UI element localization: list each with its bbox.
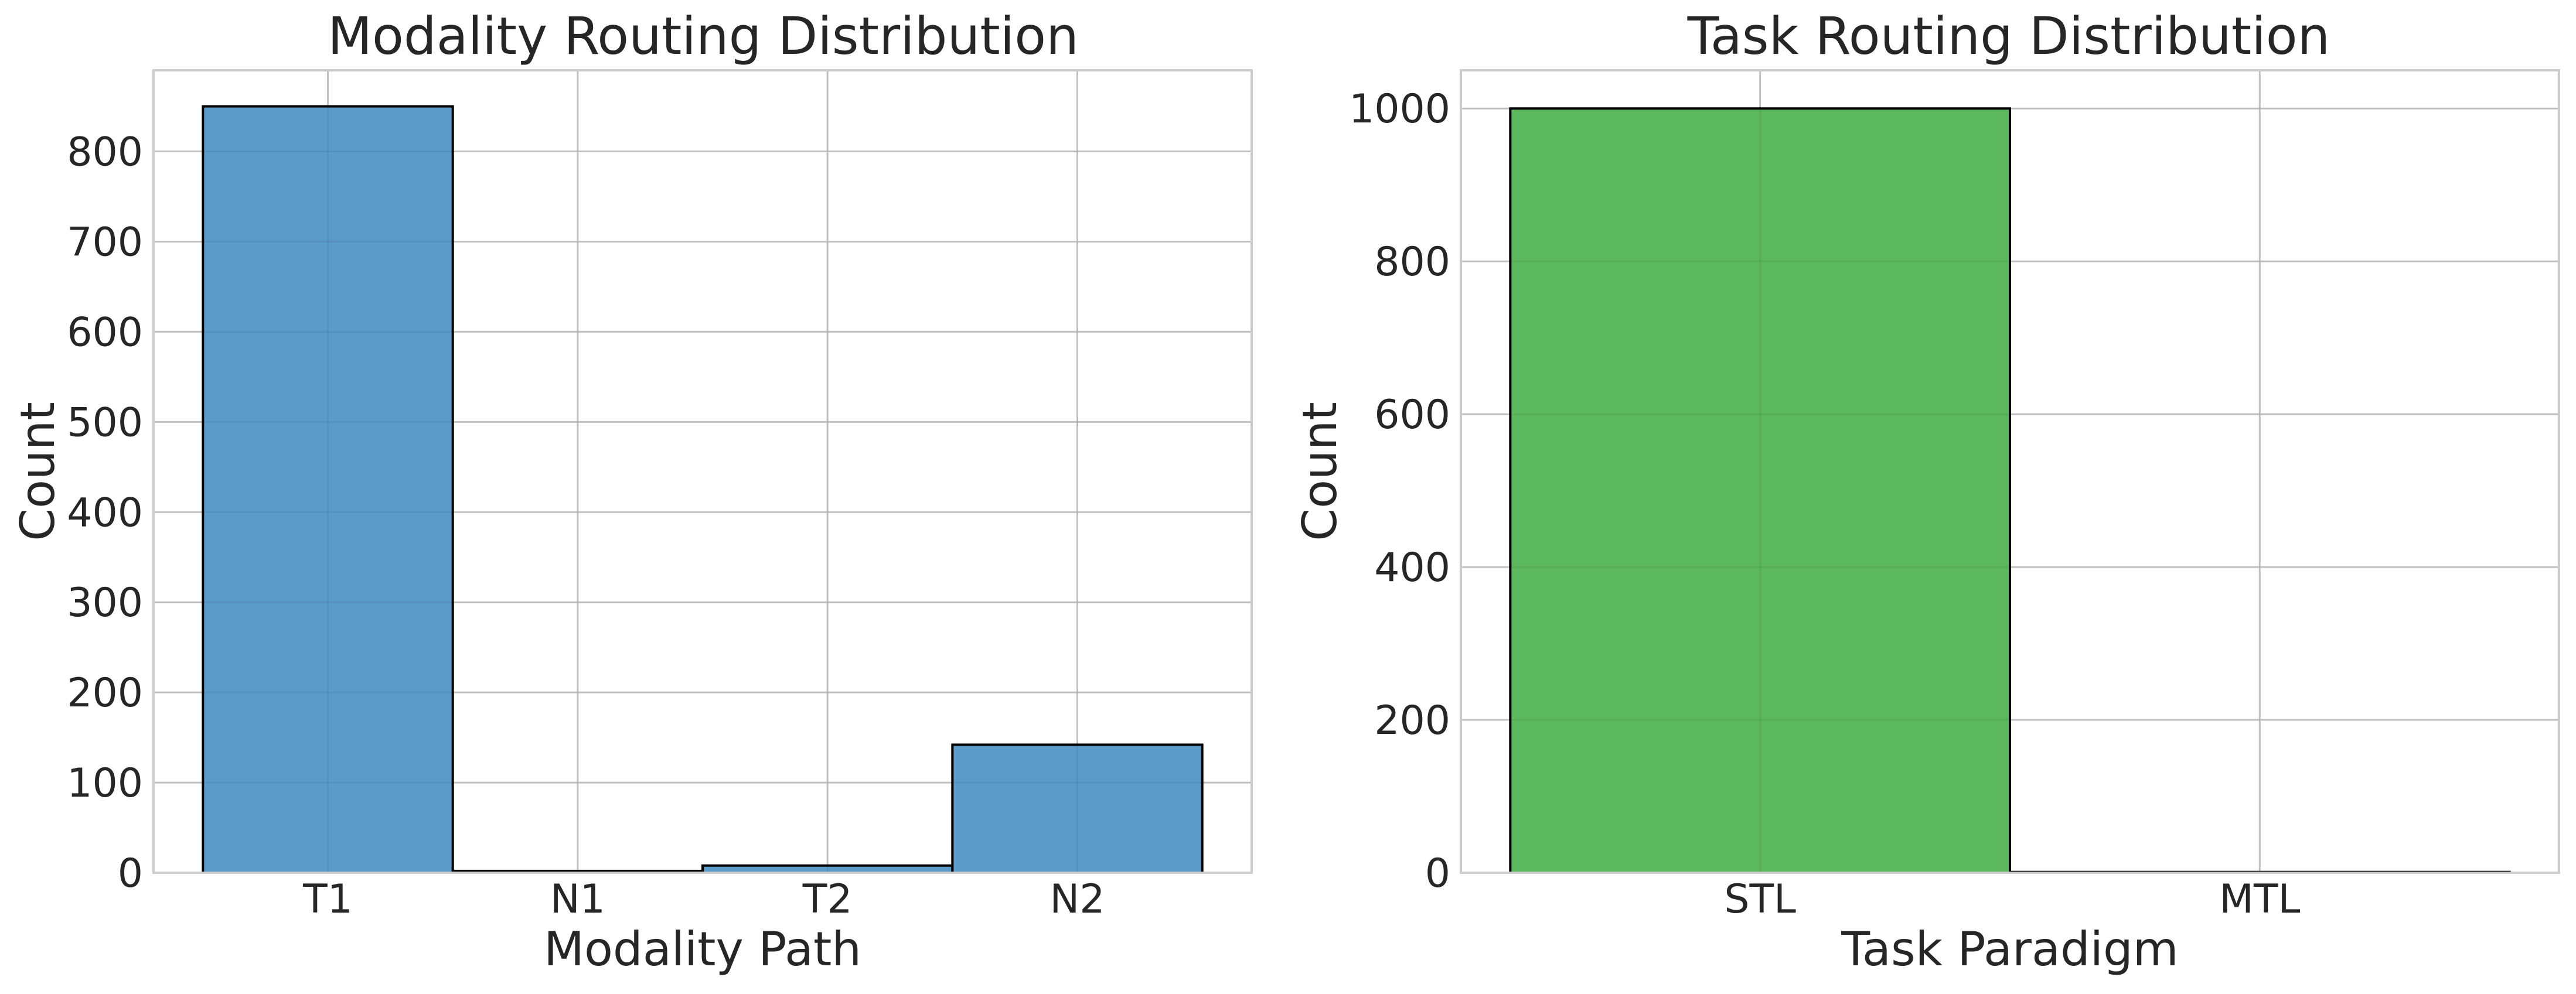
x-tick-label: N2 <box>1050 876 1105 923</box>
y-tick-label: 700 <box>67 219 143 265</box>
y-axis-label: Count <box>11 402 65 541</box>
plot-frame <box>152 69 1253 874</box>
chart-title: Task Routing Distribution <box>1687 6 2330 66</box>
y-tick-label: 400 <box>1374 545 1450 591</box>
bars <box>1461 70 2559 875</box>
x-axis-label: Modality Path <box>544 922 861 976</box>
y-tick-label: 1000 <box>1349 86 1450 132</box>
chart-title: Modality Routing Distribution <box>328 6 1079 66</box>
y-tick-labels: 0 100 200 300 400 500 600 700 800 <box>67 129 143 897</box>
x-tick-label: N1 <box>550 876 605 923</box>
x-axis-label: Task Paradigm <box>1841 922 2178 976</box>
y-tick-label: 200 <box>1374 698 1450 744</box>
y-tick-label: 200 <box>67 670 143 716</box>
bar-t1 <box>202 105 454 875</box>
y-tick-label: 500 <box>67 399 143 446</box>
y-tick-label: 800 <box>1374 239 1450 285</box>
x-tick-label: MTL <box>2219 876 2300 923</box>
y-tick-label: 400 <box>67 490 143 536</box>
x-tick-labels: T1 N1 T2 N2 <box>302 876 1105 923</box>
bar-stl <box>1509 107 2012 875</box>
y-tick-labels: 0 200 400 600 800 1000 <box>1349 86 1450 897</box>
y-tick-label: 0 <box>118 850 143 897</box>
y-tick-label: 600 <box>67 309 143 356</box>
x-tick-label: STL <box>1724 876 1796 923</box>
modality-routing-chart: Modality Routing Distribution 0 100 200 300… <box>11 6 1253 976</box>
y-axis-label: Count <box>1293 402 1347 541</box>
y-tick-label: 0 <box>1425 850 1450 897</box>
y-tick-label: 300 <box>67 580 143 626</box>
plot-frame <box>1460 69 2560 874</box>
x-tick-labels: STL MTL <box>1724 876 2300 923</box>
task-routing-chart: Task Routing Distribution 0 200 400 600 800 1… <box>1293 6 2560 976</box>
x-tick-label: T1 <box>302 876 353 923</box>
x-tick-label: T2 <box>802 876 853 923</box>
y-tick-label: 800 <box>67 129 143 176</box>
y-tick-label: 600 <box>1374 392 1450 438</box>
y-tick-label: 100 <box>67 760 143 807</box>
bars <box>154 70 1252 875</box>
